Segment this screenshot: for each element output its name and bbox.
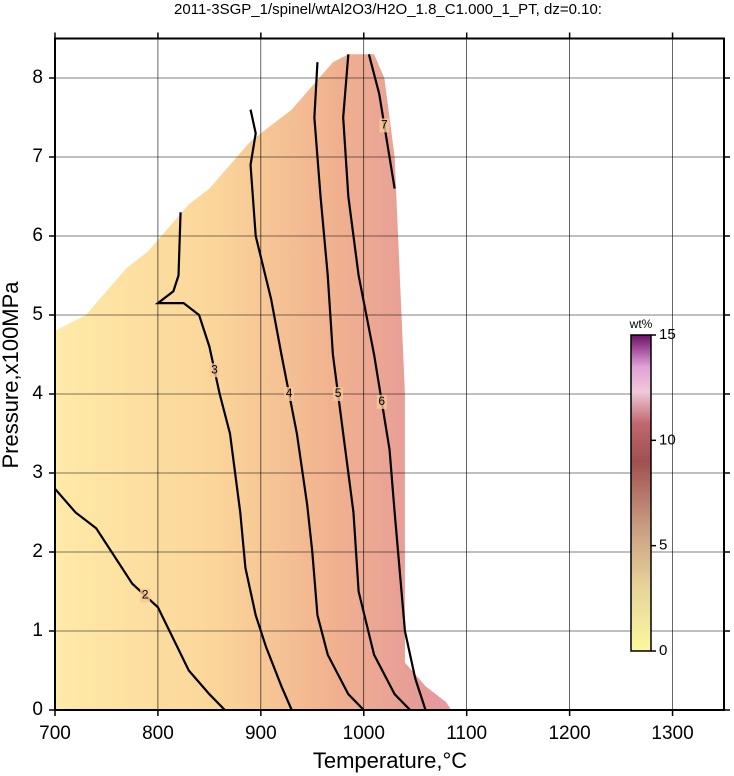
y-tick-label: 6 — [32, 225, 43, 246]
contour-label: 3 — [211, 362, 218, 376]
x-tick-label: 1000 — [343, 723, 385, 744]
x-tick-label: 800 — [142, 723, 174, 744]
contour-label-bg — [209, 363, 220, 378]
contour-line — [313, 62, 411, 711]
contour-label-bg — [376, 394, 387, 409]
contour-label-bg — [140, 588, 151, 603]
y-tick-label: 1 — [32, 620, 43, 641]
x-tick-label: 1300 — [651, 723, 693, 744]
colorbar-label: wt% — [629, 317, 653, 331]
x-tick-label: 700 — [39, 723, 71, 744]
plot-frame — [54, 37, 725, 711]
y-tick-label: 2 — [32, 541, 43, 562]
x-tick-label: 1200 — [548, 723, 590, 744]
x-axis-label: Temperature,°C — [313, 748, 467, 773]
y-tick-label: 4 — [32, 383, 43, 404]
contour-label: 5 — [335, 386, 342, 400]
x-tick-label: 900 — [245, 723, 277, 744]
contour-label: 6 — [378, 394, 385, 408]
contour-line — [154, 212, 293, 711]
contour-label-bg — [333, 387, 344, 401]
colorbar — [630, 334, 652, 652]
contour-label: 4 — [286, 386, 293, 400]
contour-line — [249, 109, 365, 711]
contour-label: 7 — [381, 118, 388, 132]
y-tick-label: 5 — [32, 304, 43, 325]
colorbar-tick-label: 0 — [659, 642, 667, 659]
y-tick-label: 8 — [32, 67, 43, 88]
contour-label-bg — [379, 118, 390, 133]
chart-title: 2011-3SGP_1/spinel/wtAl2O3/H2O_1.8_C1.00… — [174, 1, 602, 18]
y-tick-label: 0 — [32, 699, 43, 720]
colorbar-tick-label: 5 — [659, 537, 667, 554]
colorbar-tick-label: 15 — [659, 326, 676, 343]
x-tick-label: 1100 — [446, 723, 487, 744]
plot-area: 2 3 4 5 6 7 700 800 900 1000 1100 1200 1300 0 1 2 3 4 5 6 7 8… — [32, 32, 730, 744]
y-tick-label: 7 — [32, 146, 43, 167]
y-axis-label: Pressure,x100MPa — [0, 281, 23, 469]
y-tick-label: 3 — [32, 462, 43, 483]
colorbar-tick-label: 10 — [659, 431, 676, 448]
contour-label: 2 — [142, 588, 149, 602]
contour-label-bg — [284, 387, 295, 401]
